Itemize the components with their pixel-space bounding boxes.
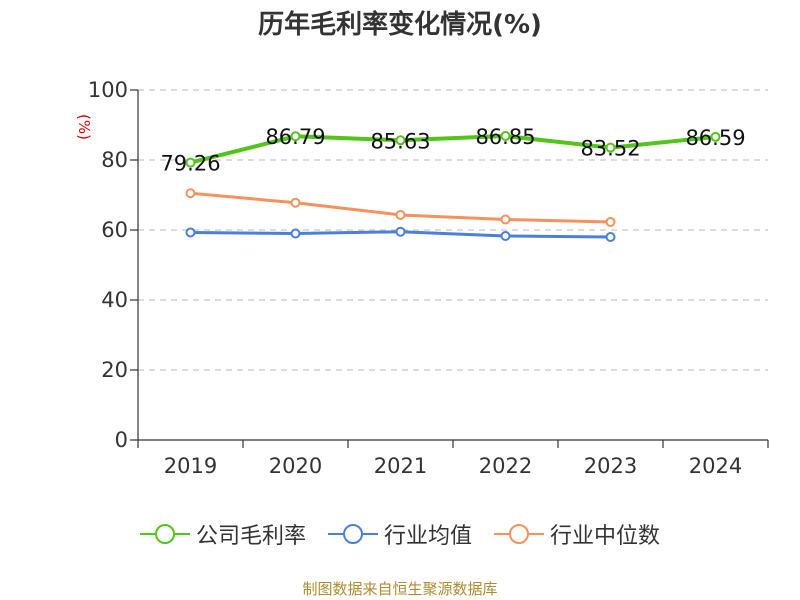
y-tick-label: 20 <box>101 358 128 382</box>
data-label: 79.26 <box>160 152 220 176</box>
legend-label: 行业中位数 <box>550 524 661 549</box>
legend-item-industry-median[interactable]: 行业中位数 <box>494 518 660 550</box>
data-point <box>290 228 301 239</box>
data-point <box>605 216 616 227</box>
data-point <box>185 227 196 238</box>
y-tick-label: 60 <box>101 218 128 242</box>
data-point <box>290 197 301 208</box>
series-line-0 <box>188 134 718 165</box>
x-tick-label: 2019 <box>164 454 217 478</box>
data-source-footer: 制图数据来自恒生聚源数据库 <box>302 580 498 598</box>
legend-line-circle-icon <box>327 524 378 544</box>
data-point <box>395 226 406 237</box>
legend-line-circle-icon <box>494 524 544 544</box>
y-tick-label: 100 <box>88 78 128 102</box>
x-tick-label: 2021 <box>374 454 427 478</box>
data-point <box>500 131 511 142</box>
x-tick-label: 2024 <box>689 454 742 478</box>
data-point <box>290 131 301 142</box>
data-point <box>395 135 406 146</box>
data-point <box>500 230 511 241</box>
data-point <box>500 214 511 225</box>
legend-label: 公司毛利率 <box>195 524 306 549</box>
x-tick-label: 2022 <box>479 454 532 478</box>
data-point <box>185 157 196 168</box>
data-point <box>185 188 196 199</box>
data-label: 83.52 <box>580 137 640 161</box>
y-tick-label: 40 <box>101 288 128 312</box>
data-label: 86.59 <box>685 126 745 150</box>
y-axis-unit-label: (%) <box>75 114 93 140</box>
grid-lines <box>138 89 768 371</box>
y-tick-label: 0 <box>115 428 128 452</box>
data-point <box>395 209 406 220</box>
chart-title: 历年毛利率变化情况(%) <box>258 10 542 40</box>
axes: 0 20 40 60 80 100 (%) 2019 2020 2021 2022 2023 2024 <box>75 78 769 478</box>
data-label: 86.79 <box>265 125 325 149</box>
data-point <box>605 142 616 153</box>
legend-label: 行业均值 <box>383 524 472 549</box>
y-tick-label: 80 <box>101 148 128 172</box>
x-tick-label: 2020 <box>269 454 322 478</box>
data-point <box>710 131 721 142</box>
data-label: 85.63 <box>370 129 430 153</box>
legend-line-circle-icon <box>139 524 190 544</box>
legend: 公司毛利率 行业均值 行业中位数 <box>0 518 800 550</box>
data-point <box>605 232 616 242</box>
series-layer <box>185 131 721 242</box>
data-label: 86.85 <box>475 125 535 149</box>
labels-layer: 79.26 86.79 85.63 86.85 83.52 86.59 <box>160 125 745 176</box>
x-tick-label: 2023 <box>584 454 637 478</box>
legend-item-company[interactable]: 公司毛利率 <box>139 518 306 550</box>
legend-item-industry-mean[interactable]: 行业均值 <box>327 518 472 550</box>
